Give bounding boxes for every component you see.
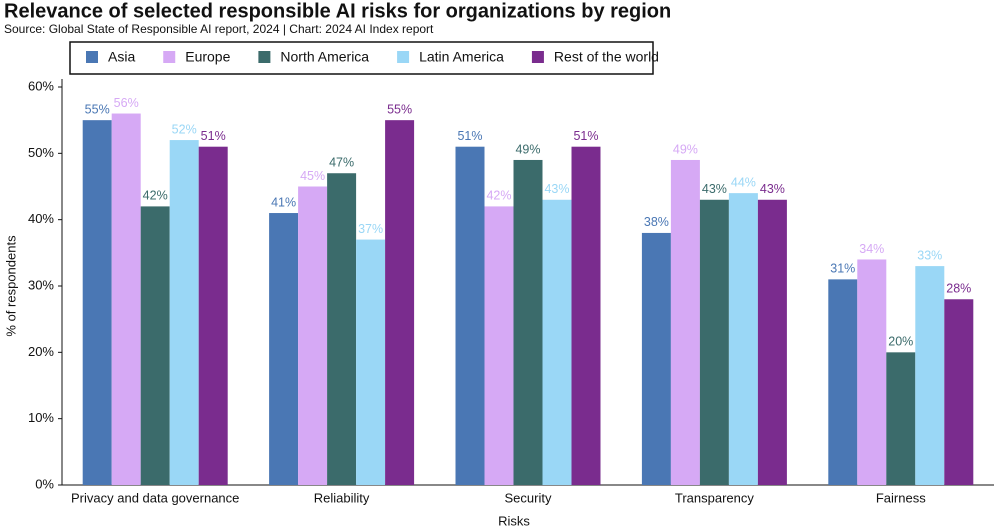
chart-title: Relevance of selected responsible AI ris… [4, 0, 671, 22]
bar [327, 173, 357, 485]
value-label: 33% [917, 248, 942, 262]
value-label: 41% [271, 195, 296, 209]
bar [944, 299, 974, 485]
x-tick-label: Transparency [675, 490, 754, 505]
bar [828, 279, 858, 485]
y-tick-label: 0% [35, 476, 54, 491]
y-tick-label: 40% [28, 211, 54, 226]
legend-swatch [258, 51, 271, 63]
bar [484, 206, 514, 485]
bar [198, 146, 228, 485]
bar [298, 186, 328, 485]
value-label: 43% [702, 182, 727, 196]
value-label: 55% [387, 102, 412, 116]
bar [641, 232, 671, 485]
value-label: 34% [859, 242, 884, 256]
bar [140, 206, 170, 485]
bar [699, 199, 729, 485]
value-label: 49% [515, 142, 540, 156]
value-label: 43% [760, 182, 785, 196]
value-label: 52% [172, 122, 197, 136]
value-label: 31% [830, 262, 855, 276]
bar [513, 159, 543, 485]
chart-subtitle: Source: Global State of Responsible AI r… [4, 22, 434, 36]
bar [757, 199, 787, 485]
value-label: 37% [358, 222, 383, 236]
x-tick-label: Privacy and data governance [71, 490, 239, 505]
bar [455, 146, 485, 485]
legend-label: North America [280, 49, 369, 65]
x-tick-label: Fairness [876, 490, 926, 505]
value-label: 43% [544, 182, 569, 196]
bar [169, 140, 199, 486]
y-axis-label: % of respondents [3, 235, 18, 337]
value-label: 44% [731, 175, 756, 189]
bar [269, 213, 299, 486]
bar [857, 259, 887, 485]
legend-swatch [86, 51, 98, 63]
legend-swatch [163, 51, 176, 63]
bar [111, 113, 141, 486]
value-label: 38% [644, 215, 669, 229]
legend-swatch [397, 51, 410, 63]
value-label: 51% [457, 129, 482, 143]
value-label: 42% [143, 189, 168, 203]
value-label: 20% [888, 335, 913, 349]
legend-swatch [531, 51, 544, 63]
value-label: 51% [201, 129, 226, 143]
x-axis-label: Risks [498, 513, 530, 528]
legend-label: Rest of the world [554, 49, 659, 65]
legend-label: Asia [108, 49, 135, 65]
value-label: 56% [114, 96, 139, 110]
bar [886, 352, 916, 485]
bar [385, 120, 415, 486]
bar [915, 266, 945, 485]
bar [571, 146, 601, 485]
legend-label: Europe [185, 49, 230, 65]
value-label: 49% [673, 142, 698, 156]
legend-label: Latin America [419, 49, 504, 65]
x-tick-label: Security [505, 490, 552, 505]
value-label: 51% [573, 129, 598, 143]
x-tick-label: Reliability [314, 490, 370, 505]
y-tick-label: 30% [28, 277, 54, 292]
value-label: 42% [486, 189, 511, 203]
y-tick-label: 60% [28, 78, 54, 93]
value-label: 47% [329, 156, 354, 170]
bar [728, 193, 758, 485]
y-tick-label: 50% [28, 145, 54, 160]
bar [542, 199, 572, 485]
bar [82, 120, 112, 486]
value-label: 28% [946, 282, 971, 296]
bar [356, 239, 386, 485]
value-label: 45% [300, 169, 325, 183]
bar [670, 159, 700, 485]
value-label: 55% [85, 102, 110, 116]
y-tick-label: 20% [28, 344, 54, 359]
y-tick-label: 10% [28, 410, 54, 425]
